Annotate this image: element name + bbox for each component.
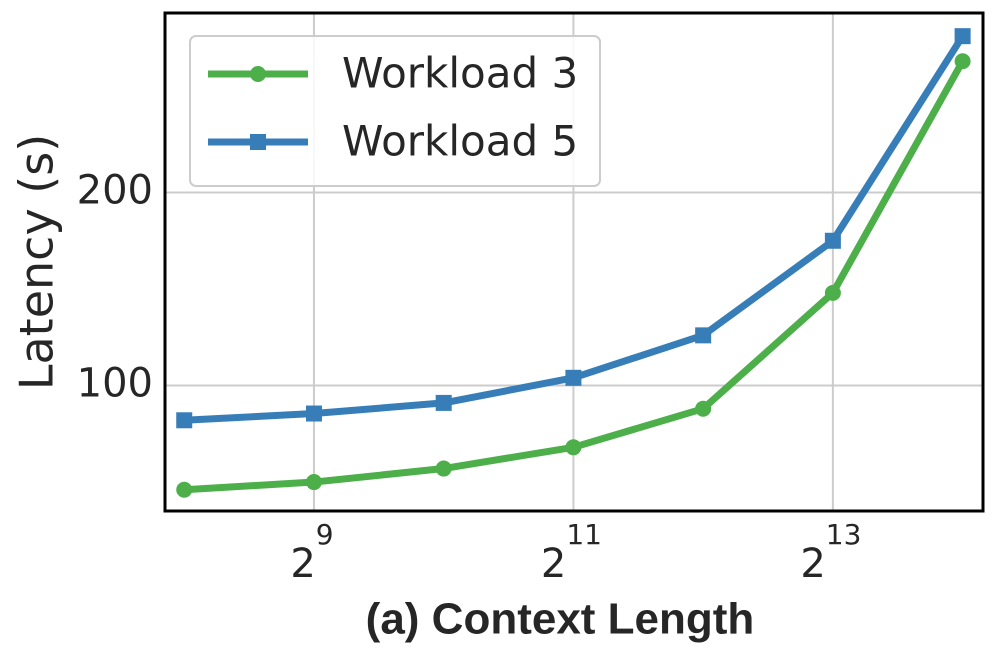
point xyxy=(954,28,971,45)
x-axis-label: (a) Context Length xyxy=(366,595,755,644)
x-tick-exponent: 11 xyxy=(566,518,602,551)
point xyxy=(954,53,971,70)
legend-marker xyxy=(250,134,266,150)
plot-frame xyxy=(163,11,985,513)
point xyxy=(305,405,322,422)
point xyxy=(435,460,452,477)
y-tick-label: 100 xyxy=(77,361,153,407)
point xyxy=(824,232,841,249)
x-tick-base: 2 xyxy=(800,541,825,587)
x-tick-exponent: 9 xyxy=(316,518,334,551)
x-tick-base: 2 xyxy=(541,541,566,587)
point xyxy=(176,481,193,498)
point xyxy=(565,369,582,386)
x-tick-label: 211 xyxy=(541,518,602,587)
point xyxy=(305,474,322,491)
legend-label: Workload 3 xyxy=(342,49,578,98)
x-tick-base: 2 xyxy=(290,541,315,587)
legend-label: Workload 5 xyxy=(342,117,578,166)
point xyxy=(695,400,712,417)
point xyxy=(565,439,582,456)
x-tick-label: 213 xyxy=(800,518,861,587)
point xyxy=(824,284,841,301)
x-tick-label: 29 xyxy=(290,518,333,587)
y-tick-label: 200 xyxy=(77,168,153,214)
legend-marker xyxy=(250,66,266,82)
point xyxy=(695,327,712,344)
x-tick-exponent: 13 xyxy=(826,518,862,551)
y-axis-label: Latency (s) xyxy=(10,134,64,390)
point xyxy=(176,412,193,429)
point xyxy=(435,394,452,411)
